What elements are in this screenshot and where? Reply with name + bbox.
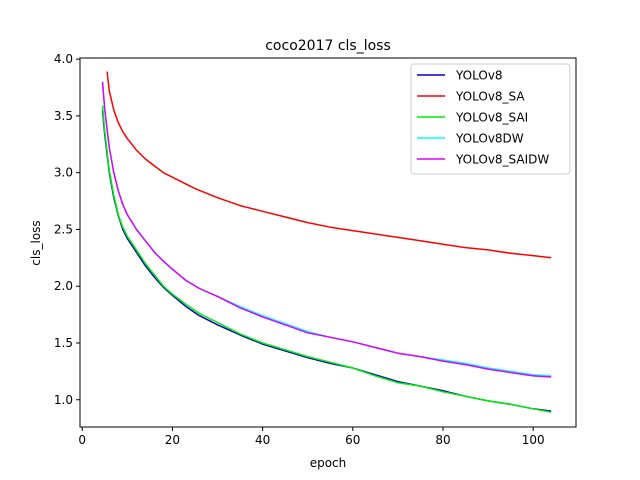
series-line-2 <box>101 105 552 413</box>
x-tick-label: 0 <box>78 433 86 447</box>
x-axis-label: epoch <box>310 456 347 470</box>
y-tick-label: 3.5 <box>54 109 73 123</box>
y-tick-label: 2.5 <box>54 222 73 236</box>
legend-label-1: YOLOv8_SA <box>455 90 525 104</box>
x-tick-label: 60 <box>345 433 360 447</box>
x-tick-label: 80 <box>435 433 450 447</box>
legend-label-2: YOLOv8_SAI <box>455 111 528 125</box>
legend-label-0: YOLOv8 <box>455 69 503 83</box>
chart-title: coco2017 cls_loss <box>265 38 391 54</box>
x-tick-label: 20 <box>165 433 180 447</box>
legend-box <box>410 63 571 175</box>
series-line-4 <box>101 81 552 378</box>
legend: YOLOv8 YOLOv8_SA YOLOv8_SAI YOLOv8DW YOLOv8_… <box>410 63 571 175</box>
x-axis-ticks: 0 20 40 60 80 100 <box>78 427 545 447</box>
y-tick-label: 1.0 <box>54 393 73 407</box>
y-axis-label: cls_loss <box>29 220 43 265</box>
y-axis-ticks: 1.0 1.5 2.0 2.5 3.0 3.5 4.0 <box>54 52 80 407</box>
series-group <box>101 71 552 413</box>
y-tick-label: 4.0 <box>54 52 73 66</box>
y-tick-label: 1.5 <box>54 336 73 350</box>
legend-label-4: YOLOv8_SAIDW <box>455 153 549 167</box>
y-tick-label: 2.0 <box>54 279 73 293</box>
plot-frame <box>79 57 577 428</box>
series-line-1 <box>106 71 552 259</box>
x-tick-label: 40 <box>255 433 270 447</box>
x-tick-label: 100 <box>522 433 545 447</box>
y-tick-label: 3.0 <box>54 166 73 180</box>
legend-label-3: YOLOv8DW <box>455 132 524 146</box>
